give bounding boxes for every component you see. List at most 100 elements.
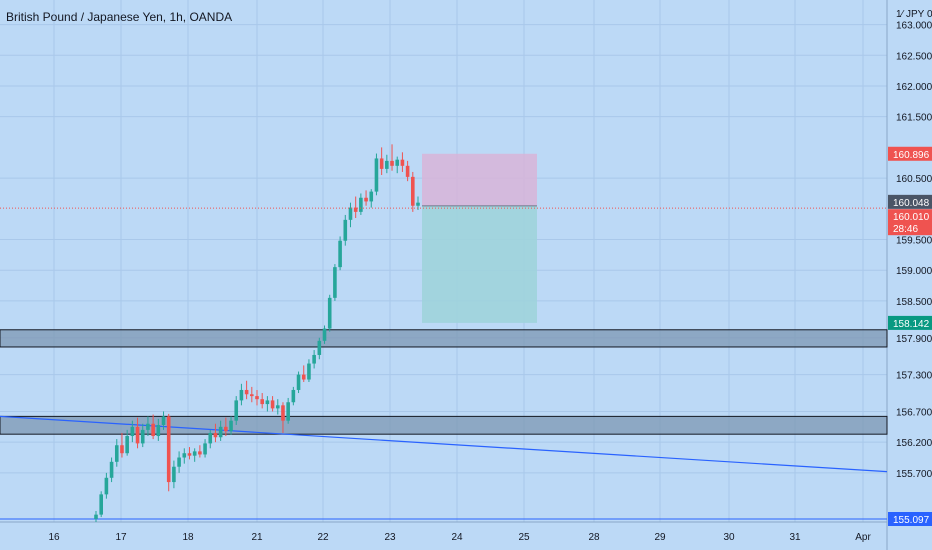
- candle-body: [140, 429, 145, 444]
- y-tick-label: 159.000: [896, 266, 932, 277]
- take-profit-zone: [422, 205, 537, 323]
- candle-body: [374, 158, 379, 192]
- x-tick-label: 21: [251, 532, 263, 543]
- candle-body: [364, 197, 368, 202]
- candle-body: [125, 436, 129, 454]
- y-tick-label: 155.700: [896, 469, 932, 480]
- entry-price-tag: 160.048: [893, 198, 930, 209]
- candle-body: [244, 389, 249, 395]
- candle-body: [385, 160, 389, 169]
- candle-body: [327, 297, 332, 329]
- candle-body: [229, 420, 233, 432]
- candle-body: [218, 426, 223, 438]
- last-price-tag-bg: [888, 209, 932, 236]
- y-tick-label: 160.500: [896, 174, 932, 185]
- candle-body: [187, 453, 192, 456]
- candle-body: [281, 405, 285, 421]
- candle-body: [275, 405, 280, 409]
- candle-body: [359, 197, 363, 212]
- candle-body: [322, 328, 327, 341]
- candle-body: [104, 477, 109, 495]
- candle-body: [353, 207, 358, 212]
- candle-body: [166, 416, 171, 483]
- target-price-tag: 158.142: [893, 319, 930, 330]
- y-tick-label: 156.200: [896, 438, 932, 449]
- candle-body: [301, 374, 306, 380]
- x-tick-label: 18: [182, 532, 194, 543]
- x-tick-label: 25: [518, 532, 530, 543]
- candle-body: [114, 445, 119, 462]
- entry-price-tag-bg: [888, 194, 932, 209]
- candle-body: [120, 445, 124, 454]
- y-tick-label: 157.300: [896, 371, 932, 382]
- stop-price-tag-bg: [888, 146, 932, 161]
- candle-body: [146, 423, 150, 430]
- scale-label: 1⁄ JPY 0: [896, 9, 932, 20]
- candle-body: [265, 400, 270, 405]
- candle-body: [161, 416, 166, 425]
- candle-body: [213, 432, 218, 438]
- candle-body: [296, 374, 301, 390]
- candle-body: [156, 424, 161, 437]
- candle-body: [400, 159, 405, 166]
- candle-body: [224, 426, 228, 432]
- candle-body: [198, 451, 202, 455]
- candle-body: [333, 267, 337, 298]
- last-price-tag: 160.010: [893, 212, 930, 223]
- candle-body: [130, 426, 135, 437]
- y-tick-label: 159.500: [896, 236, 932, 247]
- candle-body: [286, 402, 290, 421]
- x-tick-label: 29: [654, 532, 666, 543]
- y-tick-label: 156.700: [896, 407, 932, 418]
- candle-body: [203, 443, 207, 455]
- stop-price-tag: 160.896: [893, 150, 930, 161]
- x-tick-label: 23: [384, 532, 396, 543]
- y-tick-label: 162.000: [896, 82, 932, 93]
- last-price-tag-countdown: 28:46: [893, 224, 918, 235]
- candle-body: [317, 340, 322, 355]
- x-tick-label: 17: [115, 532, 127, 543]
- y-tick-label: 157.900: [896, 334, 932, 345]
- candle-body: [416, 202, 420, 206]
- bottom-price-tag: 155.097: [893, 515, 930, 526]
- candle-body: [270, 400, 275, 409]
- candle-body: [109, 461, 114, 478]
- candle-body: [379, 158, 384, 169]
- support-zone: [0, 329, 888, 348]
- candle-body: [291, 389, 296, 403]
- candle-body: [234, 400, 239, 421]
- y-tick-label: 158.500: [896, 297, 932, 308]
- candle-body: [405, 165, 410, 177]
- y-tick-label: 162.500: [896, 51, 932, 62]
- candle-body: [239, 389, 244, 401]
- candle-body: [348, 207, 353, 220]
- x-tick-label: 31: [789, 532, 801, 543]
- candle-body: [343, 219, 348, 241]
- y-tick-label: 163.000: [896, 21, 932, 32]
- candle-body: [307, 363, 311, 380]
- candle-body: [151, 423, 155, 437]
- x-tick-label: Apr: [855, 532, 871, 543]
- candle-body: [182, 453, 187, 458]
- candle-body: [390, 160, 394, 166]
- candle-body: [192, 451, 197, 456]
- candle-body: [94, 514, 98, 519]
- x-tick-label: 16: [48, 532, 60, 543]
- candle-body: [255, 396, 259, 400]
- x-tick-label: 24: [451, 532, 463, 543]
- candle-body: [395, 159, 400, 166]
- candle-body: [135, 426, 140, 444]
- candle-body: [177, 457, 181, 467]
- candle-body: [172, 466, 176, 483]
- candle-body: [338, 240, 342, 268]
- candle-body: [369, 191, 374, 202]
- x-tick-label: 30: [723, 532, 735, 543]
- bottom-price-tag-bg: [888, 512, 932, 526]
- stop-loss-zone: [422, 153, 537, 206]
- x-tick-label: 28: [588, 532, 600, 543]
- x-tick-label: 22: [317, 532, 329, 543]
- candle-body: [312, 354, 316, 364]
- target-price-tag-bg: [888, 315, 932, 330]
